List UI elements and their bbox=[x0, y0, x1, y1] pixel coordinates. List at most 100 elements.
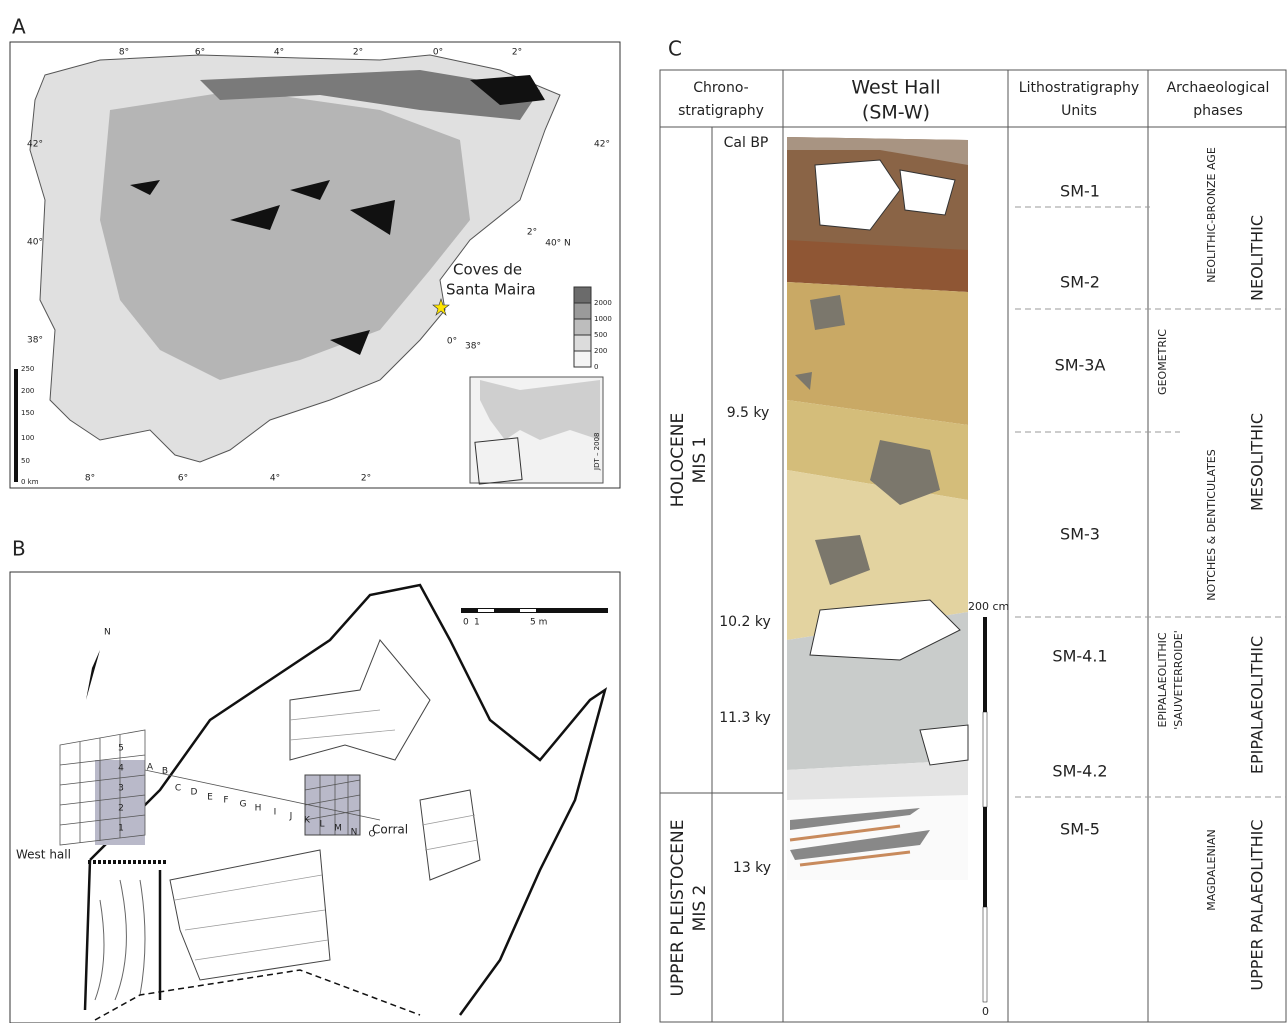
column-label: B bbox=[162, 767, 168, 777]
area-label: Corral bbox=[372, 823, 408, 837]
litho-unit: SM-3 bbox=[1060, 525, 1100, 544]
column-header: (SM-W) bbox=[862, 102, 930, 124]
legend-swatch bbox=[574, 335, 591, 351]
cultural-phase: MESOLITHIC bbox=[1248, 413, 1267, 511]
legend-label: 500 bbox=[594, 331, 607, 339]
column-label: F bbox=[223, 796, 228, 806]
age: 10.2 ky bbox=[719, 614, 771, 630]
site-label: Coves de bbox=[453, 261, 522, 279]
row-label: 4 bbox=[118, 764, 124, 774]
section-scale: 200 cm 0 bbox=[968, 600, 1009, 1018]
age-unit: Cal BP bbox=[724, 135, 769, 151]
legend-swatch bbox=[574, 351, 591, 367]
inset-coord: 2° bbox=[527, 228, 537, 238]
unit-boundaries bbox=[1015, 207, 1286, 797]
panel-a: A Coves de Santa Maira 8° 6° 4° 2° 0° 2°… bbox=[10, 15, 620, 489]
column-label: G bbox=[240, 800, 247, 810]
period: HOLOCENE bbox=[668, 413, 688, 507]
inset-map: JDT – 2008 bbox=[470, 377, 603, 484]
scale-label: 200 bbox=[21, 387, 34, 395]
column-label: C bbox=[175, 784, 181, 794]
scale-label: 0 bbox=[982, 1005, 989, 1018]
longitude-label: 2° bbox=[361, 474, 371, 484]
column-label: A bbox=[147, 763, 154, 773]
column-label: D bbox=[191, 788, 198, 798]
inset-coord: 38° bbox=[465, 342, 481, 352]
column-header: Archaeological bbox=[1167, 80, 1270, 96]
column-label: N bbox=[351, 828, 358, 838]
column-label: L bbox=[319, 820, 324, 830]
scale-label: 1 bbox=[474, 618, 480, 628]
litho-unit: SM-1 bbox=[1060, 182, 1100, 201]
cultural-phase: UPPER PALAEOLITHIC bbox=[1248, 819, 1267, 990]
latitude-label: 42° bbox=[594, 140, 610, 150]
industry: EPIPALAEOLITHIC bbox=[1156, 632, 1169, 727]
litho-unit: SM-4.2 bbox=[1052, 762, 1107, 781]
scale-segment bbox=[983, 617, 987, 712]
latitude-label: 40° bbox=[27, 238, 43, 248]
longitude-label: 6° bbox=[195, 48, 205, 58]
scale-segment bbox=[983, 712, 987, 807]
panel-label: A bbox=[12, 15, 26, 39]
longitude-label: 6° bbox=[178, 474, 188, 484]
legend-swatch bbox=[574, 287, 591, 303]
latitude-label: 42° bbox=[27, 140, 43, 150]
column-header: Chrono- bbox=[693, 80, 748, 96]
panel-label: B bbox=[12, 537, 26, 561]
longitude-label: 8° bbox=[85, 474, 95, 484]
scale-label: 0 bbox=[463, 618, 469, 628]
column-label: E bbox=[207, 793, 213, 803]
cultural-phase: EPIPALAEOLITHIC bbox=[1248, 636, 1267, 774]
legend-label: 200 bbox=[594, 347, 607, 355]
scale-bar-rect bbox=[520, 609, 536, 612]
litho-unit: SM-5 bbox=[1060, 820, 1100, 839]
figure: A Coves de Santa Maira 8° 6° 4° 2° 0° 2°… bbox=[0, 0, 1287, 1023]
area-label: West hall bbox=[16, 848, 71, 862]
column-header: phases bbox=[1193, 103, 1243, 119]
period: UPPER PLEISTOCENE bbox=[668, 819, 688, 996]
panel-b: B 5 4 3 2 1 A B C D E F G H I J K L M N … bbox=[10, 537, 620, 1023]
scale-label: 250 bbox=[21, 365, 34, 373]
industry: 'SAUVETERROIDE' bbox=[1172, 630, 1185, 730]
scale-segment bbox=[983, 907, 987, 1002]
longitude-label: 2° bbox=[512, 48, 522, 58]
column-header: Lithostratigraphy bbox=[1019, 80, 1139, 96]
scale-label: 200 cm bbox=[968, 600, 1009, 613]
column-header: stratigraphy bbox=[678, 103, 764, 119]
industry: GEOMETRIC bbox=[1156, 329, 1169, 395]
industry: NOTCHES & DENTICULATES bbox=[1205, 449, 1218, 600]
scale-label: 100 bbox=[21, 434, 34, 442]
panel-label: C bbox=[668, 37, 682, 61]
longitude-label: 4° bbox=[274, 48, 284, 58]
legend-label: 2000 bbox=[594, 299, 612, 307]
longitude-label: 4° bbox=[270, 474, 280, 484]
age: 13 ky bbox=[733, 860, 771, 876]
column-label: M bbox=[334, 824, 342, 834]
row-label: 1 bbox=[118, 824, 124, 834]
scale-bar-rect bbox=[14, 369, 18, 482]
row-label: 2 bbox=[118, 804, 124, 814]
longitude-label: 2° bbox=[353, 48, 363, 58]
column-label: J bbox=[289, 812, 293, 822]
column-header: Units bbox=[1061, 103, 1097, 119]
latitude-label: 38° bbox=[27, 336, 43, 346]
legend-swatch bbox=[574, 303, 591, 319]
column-label: H bbox=[255, 804, 262, 814]
excavated-area bbox=[305, 775, 360, 835]
scale-label: 0 km bbox=[21, 478, 39, 486]
longitude-label: 0° bbox=[433, 48, 443, 58]
litho-unit: SM-4.1 bbox=[1052, 647, 1107, 666]
inset-coord: 40° N bbox=[545, 239, 571, 249]
legend-label: 1000 bbox=[594, 315, 612, 323]
legend-label: 0 bbox=[594, 363, 598, 371]
scale-bar-rect bbox=[478, 609, 494, 612]
longitude-label: 8° bbox=[119, 48, 129, 58]
stage: MIS 2 bbox=[690, 885, 710, 932]
cultural-phase: NEOLITHIC bbox=[1248, 215, 1267, 301]
litho-unit: SM-2 bbox=[1060, 273, 1100, 292]
inset-coord: 0° bbox=[447, 337, 457, 347]
row-label: 5 bbox=[118, 744, 124, 754]
scale-label: 150 bbox=[21, 409, 34, 417]
north-label: N bbox=[104, 628, 111, 638]
site-label: Santa Maira bbox=[446, 281, 536, 299]
